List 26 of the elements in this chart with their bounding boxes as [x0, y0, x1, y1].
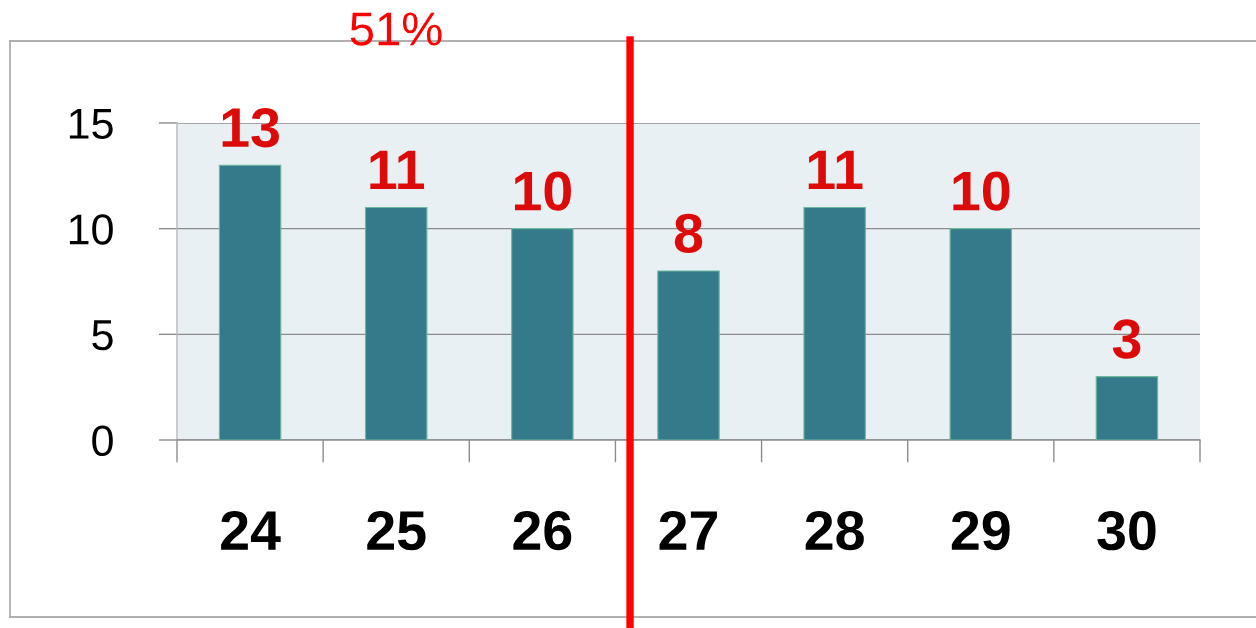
text: 51% — [350, 12, 442, 46]
data-label: 8 — [674, 213, 703, 254]
y-tick-label: 5 — [92, 320, 113, 351]
bar — [803, 206, 866, 440]
x-tick-label: 25 — [367, 510, 426, 551]
bar — [364, 206, 428, 440]
bar — [949, 228, 1013, 440]
x-tick-label: 26 — [513, 510, 572, 551]
x-tick-label: 24 — [221, 510, 281, 550]
bar — [657, 270, 720, 440]
data-label: 11 — [808, 150, 863, 190]
bar — [511, 228, 574, 440]
bar — [1095, 376, 1159, 440]
data-label: 10 — [514, 171, 571, 211]
bar — [218, 164, 282, 440]
y-tick-label: 10 — [69, 214, 113, 245]
data-label: 3 — [1112, 319, 1141, 359]
x-tick-label: 28 — [805, 510, 864, 551]
data-label: 10 — [953, 171, 1010, 211]
y-tick-label: 15 — [69, 108, 113, 140]
x-tick-label: 27 — [659, 510, 717, 550]
y-tick-label: 0 — [92, 425, 113, 457]
data-label: 13 — [222, 108, 279, 148]
x-tick-label: 30 — [1097, 510, 1156, 551]
data-label: 11 — [370, 150, 425, 190]
x-tick-label: 29 — [951, 510, 1010, 551]
